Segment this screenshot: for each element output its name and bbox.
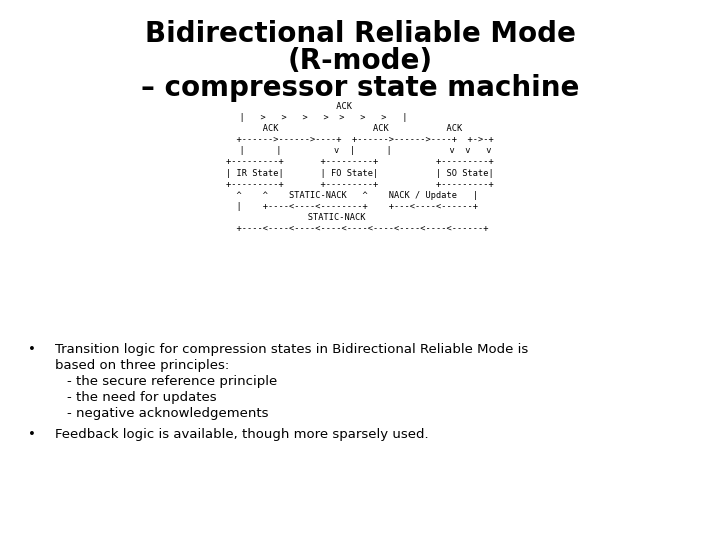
Text: (R-mode): (R-mode) <box>287 47 433 75</box>
Text: Transition logic for compression states in Bidirectional Reliable Mode is: Transition logic for compression states … <box>55 343 528 356</box>
Text: based on three principles:: based on three principles: <box>55 359 229 372</box>
Text: - the secure reference principle: - the secure reference principle <box>67 375 277 388</box>
Text: - the need for updates: - the need for updates <box>67 391 217 404</box>
Text: ACK                           
  |   >   >   >   >  >   >   >   |               : ACK | > > > > > > > | <box>226 102 494 233</box>
Text: Feedback logic is available, though more sparsely used.: Feedback logic is available, though more… <box>55 428 428 441</box>
Text: Bidirectional Reliable Mode: Bidirectional Reliable Mode <box>145 20 575 48</box>
Text: - negative acknowledgements: - negative acknowledgements <box>67 407 269 420</box>
Text: – compressor state machine: – compressor state machine <box>141 74 579 102</box>
Text: •: • <box>28 428 36 441</box>
Text: •: • <box>28 343 36 356</box>
